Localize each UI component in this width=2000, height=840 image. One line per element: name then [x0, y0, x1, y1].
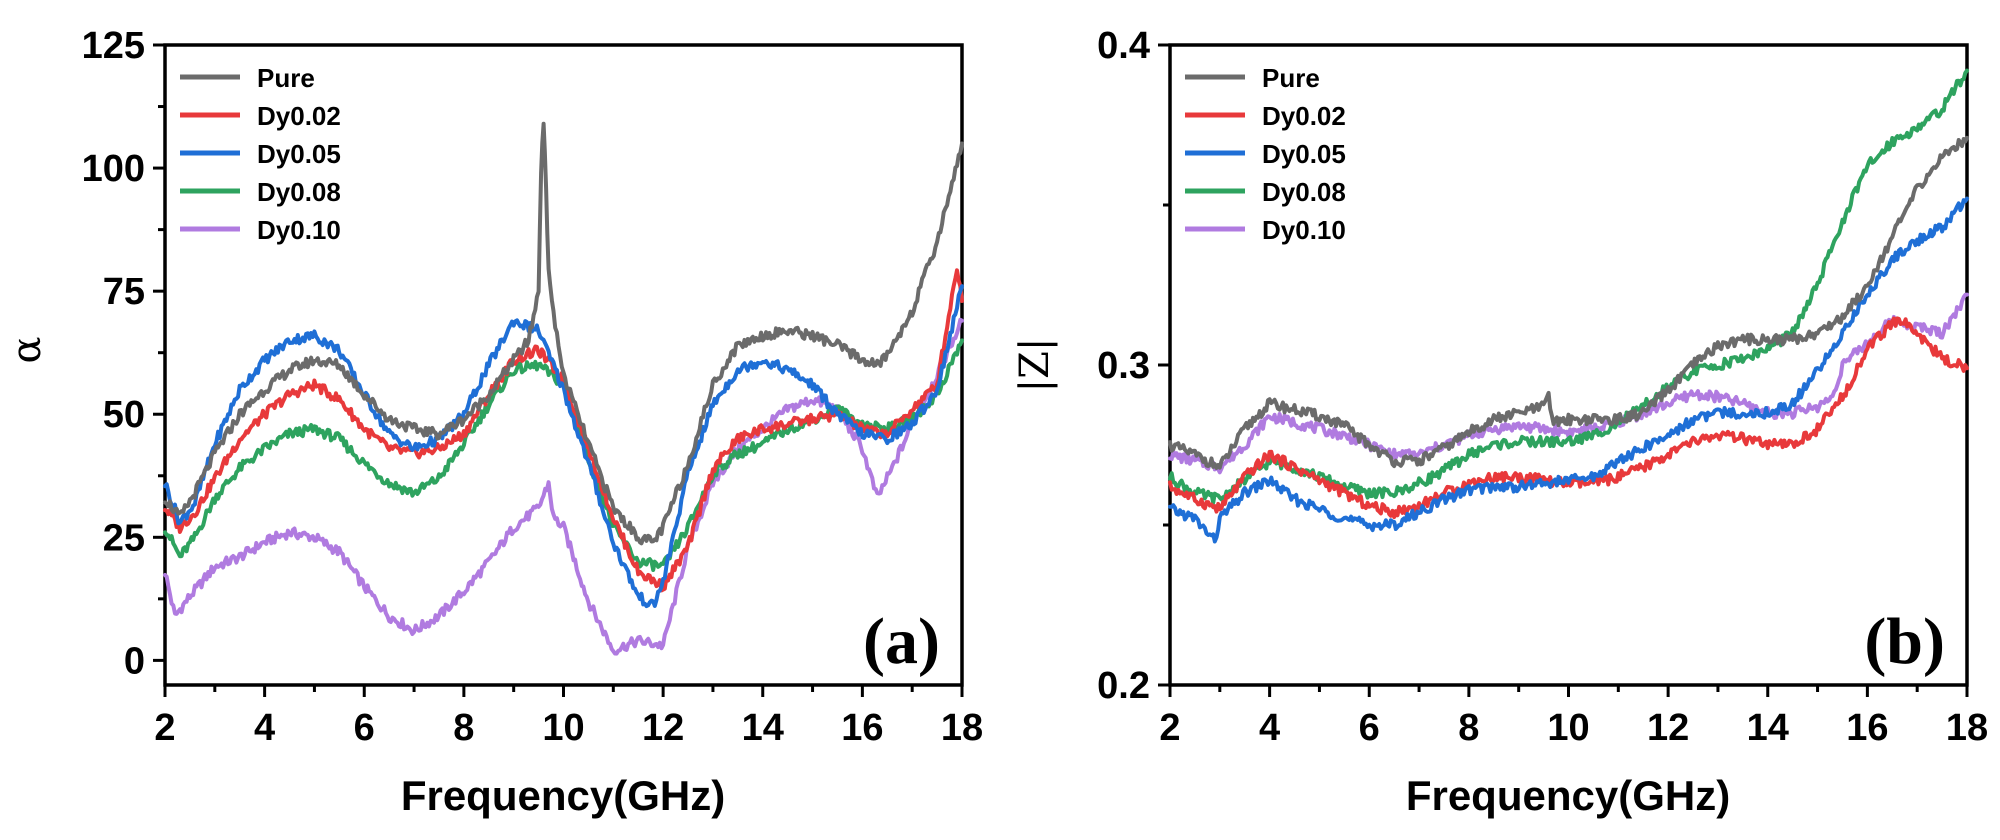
y-axis-title-b: |Z| — [1012, 338, 1058, 393]
x-tick-label-a-4: 4 — [254, 707, 275, 749]
legend-label-a-dy0-05: Dy0.05 — [257, 139, 341, 169]
x-tick-label-b-14: 14 — [1747, 707, 1789, 749]
x-tick-label-b-6: 6 — [1359, 707, 1380, 749]
x-tick-label-b-16: 16 — [1846, 707, 1888, 749]
y-tick-label-a-100: 100 — [82, 148, 145, 190]
y-tick-label-a-125: 125 — [82, 25, 145, 67]
x-tick-label-a-14: 14 — [742, 707, 784, 749]
legend-label-b-dy0-10: Dy0.10 — [1262, 215, 1346, 245]
x-tick-label-a-6: 6 — [354, 707, 375, 749]
axis-ticks-a: 2 4 6 8 10 12 14 16 18 0 25 50 75 100 125 — [82, 25, 984, 749]
x-tick-label-b-10: 10 — [1547, 707, 1589, 749]
y-tick-label-b-0-3: 0.3 — [1097, 345, 1150, 387]
y-tick-label-a-75: 75 — [103, 271, 145, 313]
panel-label-b: (b) — [1864, 605, 1945, 678]
y-tick-label-a-0: 0 — [124, 640, 145, 682]
series-line-a-dy0-02 — [163, 268, 964, 593]
legend-label-b-pure: Pure — [1262, 63, 1320, 93]
chart-panel-b: 2 4 6 8 10 12 14 16 18 0.2 0.3 0.4 Pure Dy0.02 Dy0.05… — [1012, 25, 1988, 819]
x-tick-label-b-2: 2 — [1159, 707, 1180, 749]
panel-label-a: (a) — [863, 605, 940, 678]
legend-a: Pure Dy0.02 Dy0.05 Dy0.08 Dy0.10 — [180, 63, 341, 245]
y-tick-label-b-0-4: 0.4 — [1097, 25, 1150, 67]
chart-panel-a: 2 4 6 8 10 12 14 16 18 0 25 50 75 100 125 Pure Dy0.02 Dy… — [4, 25, 983, 819]
x-tick-label-a-18: 18 — [941, 707, 983, 749]
series-group-a — [163, 121, 964, 656]
x-axis-title-a: Frequency(GHz) — [401, 772, 725, 819]
series-line-a-dy0-05 — [163, 284, 964, 609]
x-tick-label-a-16: 16 — [841, 707, 883, 749]
x-tick-label-b-8: 8 — [1458, 707, 1479, 749]
y-axis-title-a: α — [4, 336, 50, 363]
series-line-b-dy0-05 — [1168, 196, 1969, 544]
legend-label-a-dy0-10: Dy0.10 — [257, 215, 341, 245]
y-tick-label-b-0-2: 0.2 — [1097, 665, 1150, 707]
y-tick-label-a-25: 25 — [103, 517, 145, 559]
x-tick-label-b-4: 4 — [1259, 707, 1280, 749]
legend-label-a-pure: Pure — [257, 63, 315, 93]
legend-label-a-dy0-02: Dy0.02 — [257, 101, 341, 131]
legend-label-a-dy0-08: Dy0.08 — [257, 177, 341, 207]
x-tick-label-b-18: 18 — [1946, 707, 1988, 749]
x-tick-label-b-12: 12 — [1647, 707, 1689, 749]
legend-label-b-dy0-05: Dy0.05 — [1262, 139, 1346, 169]
x-axis-title-b: Frequency(GHz) — [1406, 772, 1730, 819]
axis-ticks-b: 2 4 6 8 10 12 14 16 18 0.2 0.3 0.4 — [1097, 25, 1988, 749]
y-tick-label-a-50: 50 — [103, 394, 145, 436]
x-tick-label-a-2: 2 — [154, 707, 175, 749]
series-line-b-pure — [1168, 135, 1969, 470]
legend-label-b-dy0-08: Dy0.08 — [1262, 177, 1346, 207]
series-line-b-dy0-08 — [1168, 68, 1969, 505]
series-line-a-pure — [163, 121, 964, 546]
series-group-b — [1168, 68, 1969, 544]
x-tick-label-a-8: 8 — [453, 707, 474, 749]
legend-label-b-dy0-02: Dy0.02 — [1262, 101, 1346, 131]
x-tick-label-a-12: 12 — [642, 707, 684, 749]
legend-b: Pure Dy0.02 Dy0.05 Dy0.08 Dy0.10 — [1185, 63, 1346, 245]
x-tick-label-a-10: 10 — [542, 707, 584, 749]
